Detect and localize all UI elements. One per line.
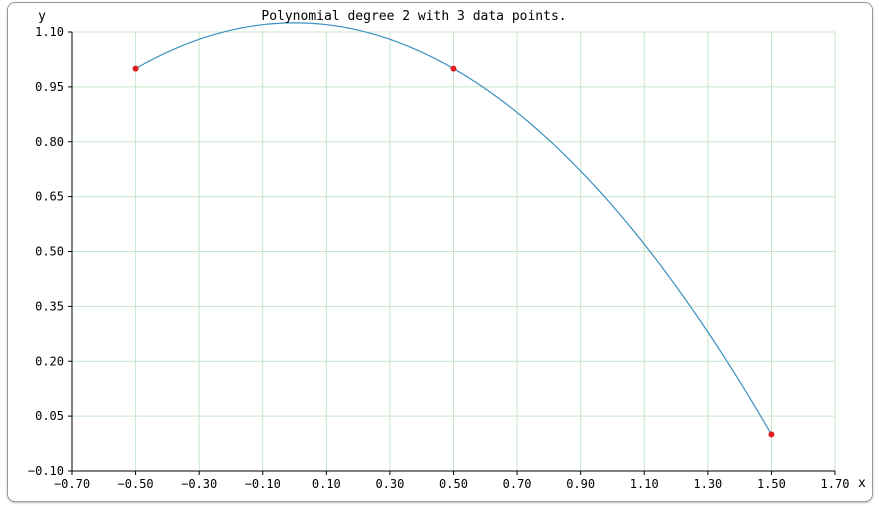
y-tick-labels: 1.10 0.95 0.80 0.65 0.50 0.35 0.20 0.05 −0.10	[28, 25, 64, 478]
y-tick-label: 0.20	[35, 354, 64, 368]
x-tick-label: 0.90	[566, 477, 595, 491]
x-tick-label: −0.10	[245, 477, 281, 491]
data-points	[132, 65, 775, 438]
x-axis-label: x	[858, 476, 866, 491]
x-tick-label: 1.70	[821, 477, 850, 491]
x-tick-label: 0.10	[312, 477, 341, 491]
x-tick-label: 0.70	[503, 477, 532, 491]
x-tick-label: −0.70	[54, 477, 90, 491]
chart-title: Polynomial degree 2 with 3 data points.	[261, 9, 566, 24]
x-tick-label: 0.30	[375, 477, 404, 491]
y-tick-label: −0.10	[28, 464, 64, 478]
y-axis-label: y	[38, 9, 46, 24]
x-tick-label: 1.30	[693, 477, 722, 491]
y-tick-label: 0.35	[35, 299, 64, 313]
grid	[72, 31, 836, 471]
x-tick-label: 0.50	[439, 477, 468, 491]
data-point	[132, 65, 139, 72]
y-tick-label: 0.65	[35, 190, 64, 204]
data-point	[450, 65, 457, 72]
y-tick-label: 1.10	[35, 25, 64, 39]
x-tick-label: 1.50	[757, 477, 786, 491]
axes	[68, 31, 836, 475]
x-tick-label: −0.30	[181, 477, 217, 491]
y-tick-label: 0.50	[35, 245, 64, 259]
y-tick-label: 0.80	[35, 135, 64, 149]
x-tick-label: −0.50	[118, 477, 154, 491]
y-tick-label: 0.95	[35, 80, 64, 94]
x-tick-label: 1.10	[630, 477, 659, 491]
y-tick-label: 0.05	[35, 409, 64, 423]
x-tick-labels: −0.70 −0.50 −0.30 −0.10 0.10 0.30 0.50 0.70 0.90…	[54, 477, 850, 491]
data-point	[768, 431, 775, 438]
